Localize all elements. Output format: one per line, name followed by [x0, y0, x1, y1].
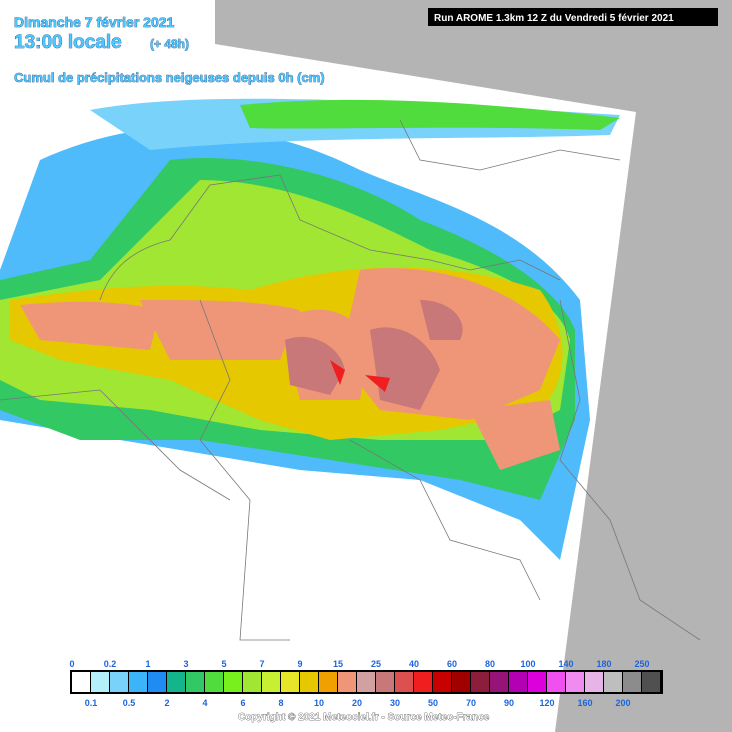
legend-label: 10 — [314, 698, 324, 708]
legend-label: 5 — [221, 659, 226, 669]
run-box — [428, 8, 718, 26]
legend-swatch — [186, 672, 204, 692]
legend-swatch — [262, 672, 280, 692]
legend-swatch — [604, 672, 622, 692]
legend-label: 0 — [69, 659, 74, 669]
legend-label: 250 — [634, 659, 649, 669]
legend-swatch — [471, 672, 489, 692]
legend-label: 90 — [504, 698, 514, 708]
legend-label: 8 — [278, 698, 283, 708]
legend-label: 70 — [466, 698, 476, 708]
legend-swatch — [490, 672, 508, 692]
legend-label: 0.5 — [123, 698, 136, 708]
legend-swatch — [642, 672, 660, 692]
legend-label: 1 — [145, 659, 150, 669]
lead-time: (+ 48h) — [150, 37, 189, 51]
time: 13:00 locale — [14, 32, 122, 53]
legend-swatch — [224, 672, 242, 692]
legend-swatch — [319, 672, 337, 692]
legend-label: 80 — [485, 659, 495, 669]
legend-label: 6 — [240, 698, 245, 708]
legend-swatch — [91, 672, 109, 692]
legend-label: 40 — [409, 659, 419, 669]
legend-label: 4 — [202, 698, 207, 708]
legend-label: 180 — [596, 659, 611, 669]
legend-swatch — [205, 672, 223, 692]
borders — [0, 119, 701, 641]
legend-swatch — [167, 672, 185, 692]
legend-label: 3 — [183, 659, 188, 669]
legend-label: 60 — [447, 659, 457, 669]
legend-swatch — [72, 672, 90, 692]
legend-swatch — [129, 672, 147, 692]
legend-swatch — [433, 672, 451, 692]
legend-swatch — [300, 672, 318, 692]
legend-label: 140 — [558, 659, 573, 669]
outside-domain — [215, 0, 732, 732]
legend: 0 0.1 0.2 0.5 1 2 3 4 5 6 7 8 9 10 15 20 25 30 40 50 60 70 80 9… — [69, 659, 663, 708]
legend-label: 120 — [539, 698, 554, 708]
legend-swatch — [452, 672, 470, 692]
legend-label: 7 — [259, 659, 264, 669]
legend-swatch — [509, 672, 527, 692]
legend-label: 15 — [333, 659, 343, 669]
legend-label: 0.1 — [85, 698, 98, 708]
run-info: Run AROME 1.3km 12 Z du Vendredi 5 févri… — [434, 13, 674, 24]
legend-label: 200 — [615, 698, 630, 708]
legend-swatch — [376, 672, 394, 692]
legend-swatch — [395, 672, 413, 692]
legend-swatch — [281, 672, 299, 692]
legend-label: 2 — [164, 698, 169, 708]
snow-field — [0, 98, 620, 561]
copyright: Copyright © 2021 Meteociel.fr - Source M… — [238, 712, 490, 723]
legend-swatch — [414, 672, 432, 692]
legend-label: 20 — [352, 698, 362, 708]
legend-label: 50 — [428, 698, 438, 708]
legend-swatch — [566, 672, 584, 692]
legend-label: 0.2 — [104, 659, 117, 669]
legend-label: 25 — [371, 659, 381, 669]
legend-swatch — [243, 672, 261, 692]
map-title: Cumul de précipitations neigeuses depuis… — [14, 70, 325, 85]
legend-swatch — [528, 672, 546, 692]
legend-label: 30 — [390, 698, 400, 708]
legend-swatch — [338, 672, 356, 692]
legend-swatch — [148, 672, 166, 692]
legend-swatch — [547, 672, 565, 692]
legend-swatch — [110, 672, 128, 692]
legend-swatch — [623, 672, 641, 692]
legend-swatch — [357, 672, 375, 692]
legend-label: 100 — [520, 659, 535, 669]
legend-label: 9 — [297, 659, 302, 669]
legend-swatch — [585, 672, 603, 692]
date: Dimanche 7 février 2021 — [14, 14, 175, 30]
legend-label: 160 — [577, 698, 592, 708]
